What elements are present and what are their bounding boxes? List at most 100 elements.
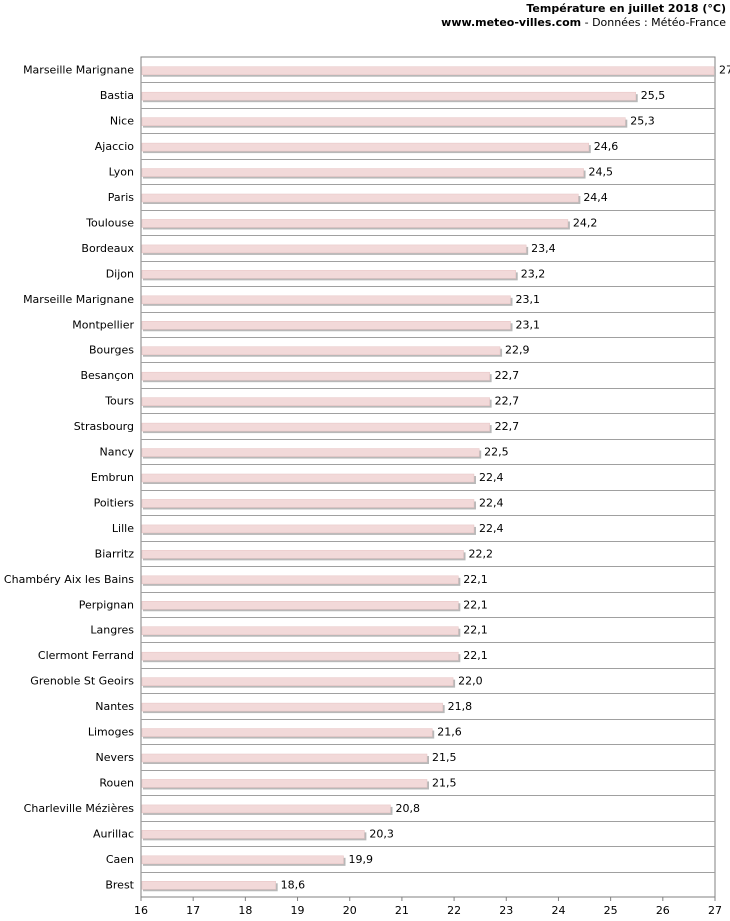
category-label: Marseille Marignane	[23, 293, 134, 306]
bar	[141, 448, 480, 457]
value-label: 20,8	[395, 802, 420, 815]
value-label: 22,4	[479, 496, 504, 509]
bar	[141, 117, 626, 126]
value-label: 23,4	[531, 242, 556, 255]
value-label: 24,4	[583, 191, 608, 204]
bar	[141, 575, 459, 585]
bar	[141, 321, 511, 330]
category-label: Biarritz	[95, 547, 135, 560]
value-label: 24,5	[589, 166, 614, 179]
bar	[141, 91, 636, 101]
x-tick-label: 18	[238, 904, 252, 917]
category-label: Limoges	[88, 726, 134, 739]
value-label: 22,0	[458, 675, 483, 688]
plot-frame	[140, 56, 716, 898]
category-label: Rouen	[99, 776, 134, 789]
value-label: 24,2	[573, 216, 598, 229]
bar	[141, 804, 391, 814]
value-label: 21,5	[432, 776, 457, 789]
x-tick-label: 19	[291, 904, 305, 917]
bar	[141, 66, 715, 75]
category-label: Bastia	[100, 89, 134, 102]
category-label: Nice	[110, 115, 134, 128]
bar	[141, 601, 459, 610]
bar	[141, 524, 475, 534]
category-label: Marseille Marignane	[23, 64, 134, 77]
category-label: Ajaccio	[95, 140, 134, 153]
bar	[141, 779, 428, 788]
category-label: Montpellier	[72, 318, 134, 331]
source-site-link[interactable]: www.meteo-villes.com	[441, 16, 582, 29]
bar	[141, 219, 569, 228]
category-label: Embrun	[91, 471, 134, 484]
x-tick-label: 21	[395, 904, 409, 917]
bar	[141, 626, 459, 635]
chart-header: Température en juillet 2018 (°C) www.met…	[441, 2, 726, 30]
category-label: Toulouse	[85, 216, 134, 229]
bar	[141, 830, 365, 839]
bar	[141, 244, 527, 254]
value-label: 22,7	[495, 369, 519, 382]
bar	[141, 702, 443, 712]
category-label: Strasbourg	[74, 420, 134, 433]
category-label: Aurillac	[93, 827, 134, 840]
category-label: Charleville Mézières	[24, 802, 135, 815]
category-label: Tours	[104, 395, 134, 408]
category-label: Perpignan	[79, 598, 134, 611]
value-label: 21,5	[432, 751, 457, 764]
category-label: Nevers	[95, 751, 134, 764]
value-label: 18,6	[281, 878, 306, 891]
value-label: 23,2	[521, 267, 546, 280]
value-label: 22,4	[479, 471, 504, 484]
value-label: 22,2	[469, 547, 494, 560]
bar	[141, 193, 579, 203]
value-label: 25,5	[641, 89, 666, 102]
bar	[141, 677, 454, 686]
category-label: Lyon	[109, 166, 134, 179]
bar	[141, 651, 459, 661]
bar	[141, 473, 475, 483]
x-tick-label: 27	[708, 904, 722, 917]
category-label: Bourges	[89, 344, 134, 357]
category-label: Besançon	[80, 369, 134, 382]
bar	[141, 550, 464, 559]
bar	[141, 881, 276, 890]
x-tick-label: 20	[343, 904, 357, 917]
bar	[141, 422, 490, 432]
x-tick-label: 24	[551, 904, 565, 917]
value-label: 23,1	[515, 293, 540, 306]
x-tick-label: 17	[186, 904, 200, 917]
value-label: 21,8	[448, 700, 473, 713]
category-label: Langres	[90, 624, 134, 637]
category-label: Brest	[105, 878, 134, 891]
bar	[141, 346, 501, 355]
bar	[141, 270, 516, 279]
value-label: 22,1	[463, 649, 488, 662]
bar	[141, 499, 475, 508]
bar	[141, 142, 590, 152]
value-label: 24,6	[594, 140, 619, 153]
x-tick-label: 25	[604, 904, 618, 917]
bar	[141, 728, 433, 737]
value-label: 22,1	[463, 624, 488, 637]
bar	[141, 371, 490, 381]
bar	[141, 855, 344, 865]
bar	[141, 397, 490, 406]
x-tick-label: 23	[499, 904, 513, 917]
x-tick-label: 26	[656, 904, 670, 917]
category-label: Lille	[112, 522, 134, 535]
bar	[141, 295, 511, 305]
source-credit: - Données : Météo-France	[581, 16, 726, 29]
category-label: Dijon	[106, 267, 134, 280]
x-tick-label: 16	[134, 904, 148, 917]
category-label: Grenoble St Geoirs	[30, 675, 134, 688]
value-label: 22,4	[479, 522, 504, 535]
value-label: 22,1	[463, 573, 488, 586]
category-label: Nancy	[100, 446, 135, 459]
category-label: Poitiers	[94, 496, 135, 509]
value-label: 21,6	[437, 726, 462, 739]
value-label: 20,3	[369, 827, 394, 840]
value-label: 22,7	[495, 420, 519, 433]
value-label: 25,3	[630, 115, 655, 128]
